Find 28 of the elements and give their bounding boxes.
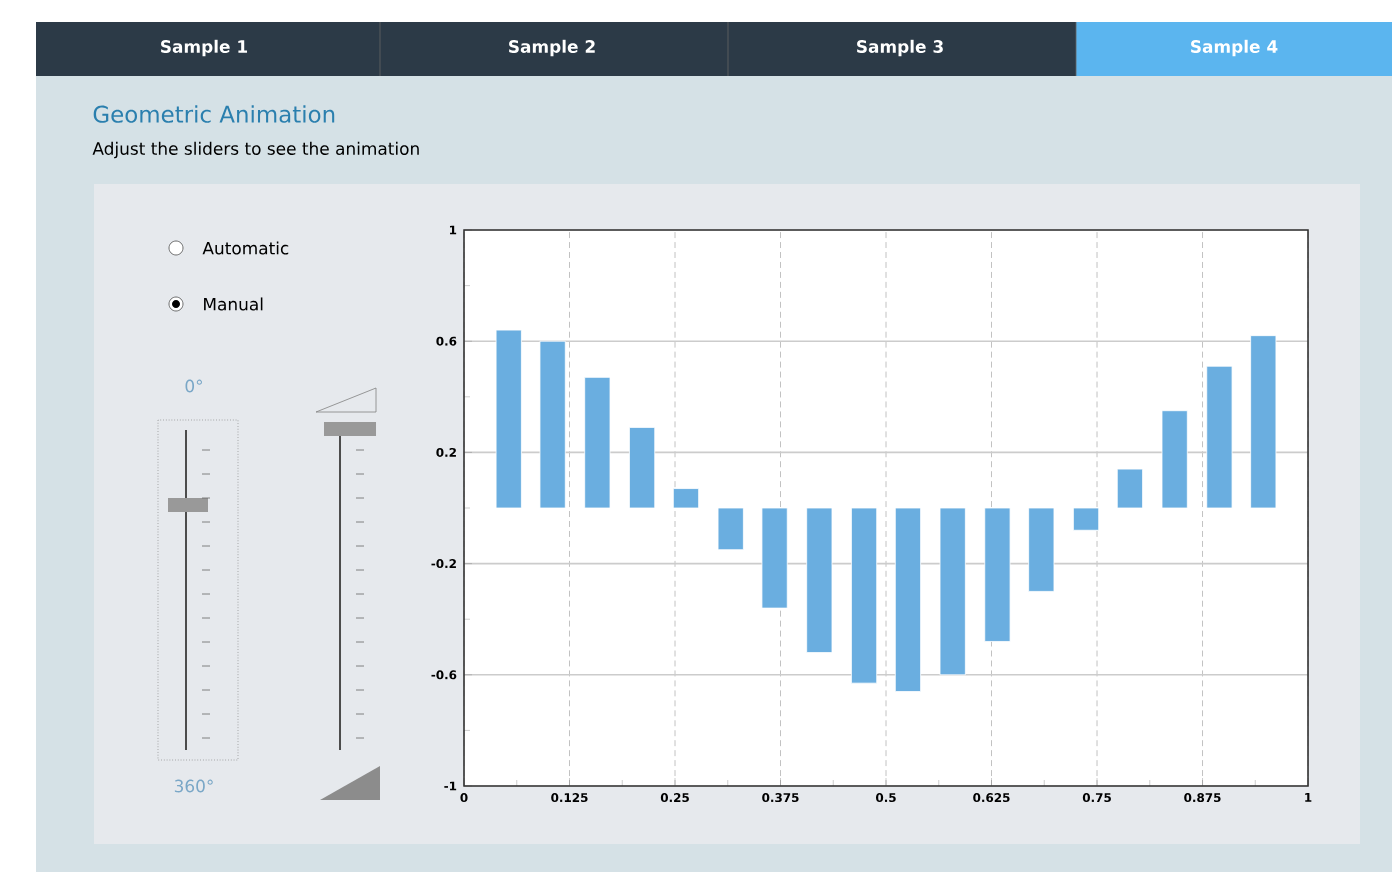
bar [984, 507, 1011, 642]
bar [851, 507, 878, 684]
bar [1206, 365, 1233, 509]
bar [629, 426, 656, 509]
bar [761, 507, 788, 609]
text: 0° [185, 379, 202, 393]
bar [1072, 507, 1100, 531]
bar [717, 507, 744, 551]
bar [894, 507, 922, 692]
text: Sample 1 [161, 39, 248, 57]
text: Manual [204, 297, 263, 311]
text: 360° [174, 779, 213, 793]
text: Adjust the sliders to see the animation [92, 141, 419, 159]
text: Sample 4 [1191, 39, 1278, 57]
bar [539, 340, 566, 509]
bar [495, 329, 522, 509]
text: Sample 3 [857, 39, 943, 57]
bar [672, 488, 700, 509]
bar [1161, 410, 1188, 509]
bar [584, 376, 611, 509]
text: Sample 2 [509, 39, 595, 57]
bar [1116, 468, 1143, 509]
text: Geometric Animation [93, 105, 335, 123]
bar [1028, 507, 1055, 592]
bar [939, 507, 966, 676]
bar [1250, 335, 1277, 509]
text: Automatic [202, 241, 289, 255]
bar [806, 507, 833, 653]
